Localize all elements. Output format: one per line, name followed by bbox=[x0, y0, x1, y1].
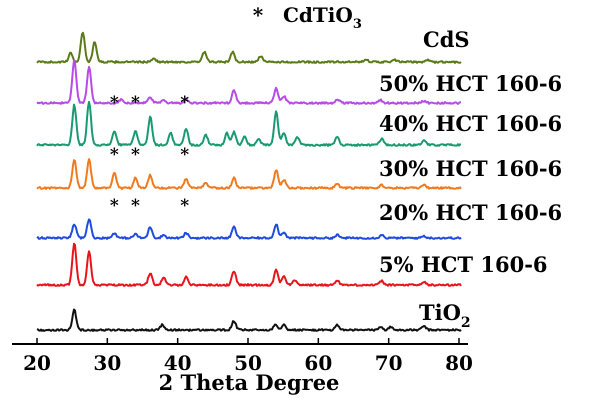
cdtio3-star-marker: * bbox=[180, 93, 189, 113]
series-trace bbox=[36, 59, 462, 105]
cdtio3-star-marker: * bbox=[110, 196, 119, 216]
series-trace bbox=[36, 100, 462, 147]
legend: * CdTiO3 bbox=[253, 3, 362, 32]
x-tick-label: 40 bbox=[164, 351, 192, 375]
cdtio3-star-marker: * bbox=[131, 145, 140, 165]
x-tick-label: 30 bbox=[93, 351, 121, 375]
cdtio3-star-marker: * bbox=[180, 145, 189, 165]
series-trace bbox=[36, 158, 462, 190]
x-axis-label: 2 Theta Degree bbox=[159, 370, 340, 395]
series-trace bbox=[36, 308, 462, 332]
series-label: CdS bbox=[423, 27, 470, 52]
legend-label: CdTiO3 bbox=[283, 3, 362, 32]
x-tick-label: 70 bbox=[375, 351, 403, 375]
series-label: 5% HCT 160-6 bbox=[379, 252, 548, 277]
cdtio3-star-marker: * bbox=[180, 196, 189, 216]
x-axis: 20 30 40 50 60 70 80 2 Theta Degree bbox=[12, 338, 473, 395]
series-trace bbox=[36, 242, 462, 287]
series-label: 30% HCT 160-6 bbox=[379, 156, 562, 181]
series-label: TiO2 bbox=[419, 300, 471, 331]
cdtio3-star-marker: * bbox=[131, 93, 140, 113]
series-label: 50% HCT 160-6 bbox=[379, 71, 562, 96]
cdtio3-star-marker: * bbox=[110, 145, 119, 165]
legend-marker: * bbox=[253, 3, 264, 27]
series-trace bbox=[36, 31, 462, 64]
x-tick-label: 50 bbox=[234, 351, 262, 375]
series-traces bbox=[36, 31, 462, 332]
series-label: 40% HCT 160-6 bbox=[379, 111, 562, 136]
cdtio3-star-marker: * bbox=[131, 196, 140, 216]
series-label: 20% HCT 160-6 bbox=[379, 200, 562, 225]
series-trace bbox=[36, 218, 462, 240]
cdtio3-markers: * * * * * * * * * bbox=[110, 93, 189, 216]
series-labels: CdS 50% HCT 160-6 40% HCT 160-6 30% HCT 160… bbox=[379, 27, 562, 331]
x-tick-label: 80 bbox=[445, 351, 473, 375]
x-tick-label: 20 bbox=[23, 351, 51, 375]
x-tick-label: 60 bbox=[304, 351, 332, 375]
cdtio3-star-marker: * bbox=[110, 93, 119, 113]
